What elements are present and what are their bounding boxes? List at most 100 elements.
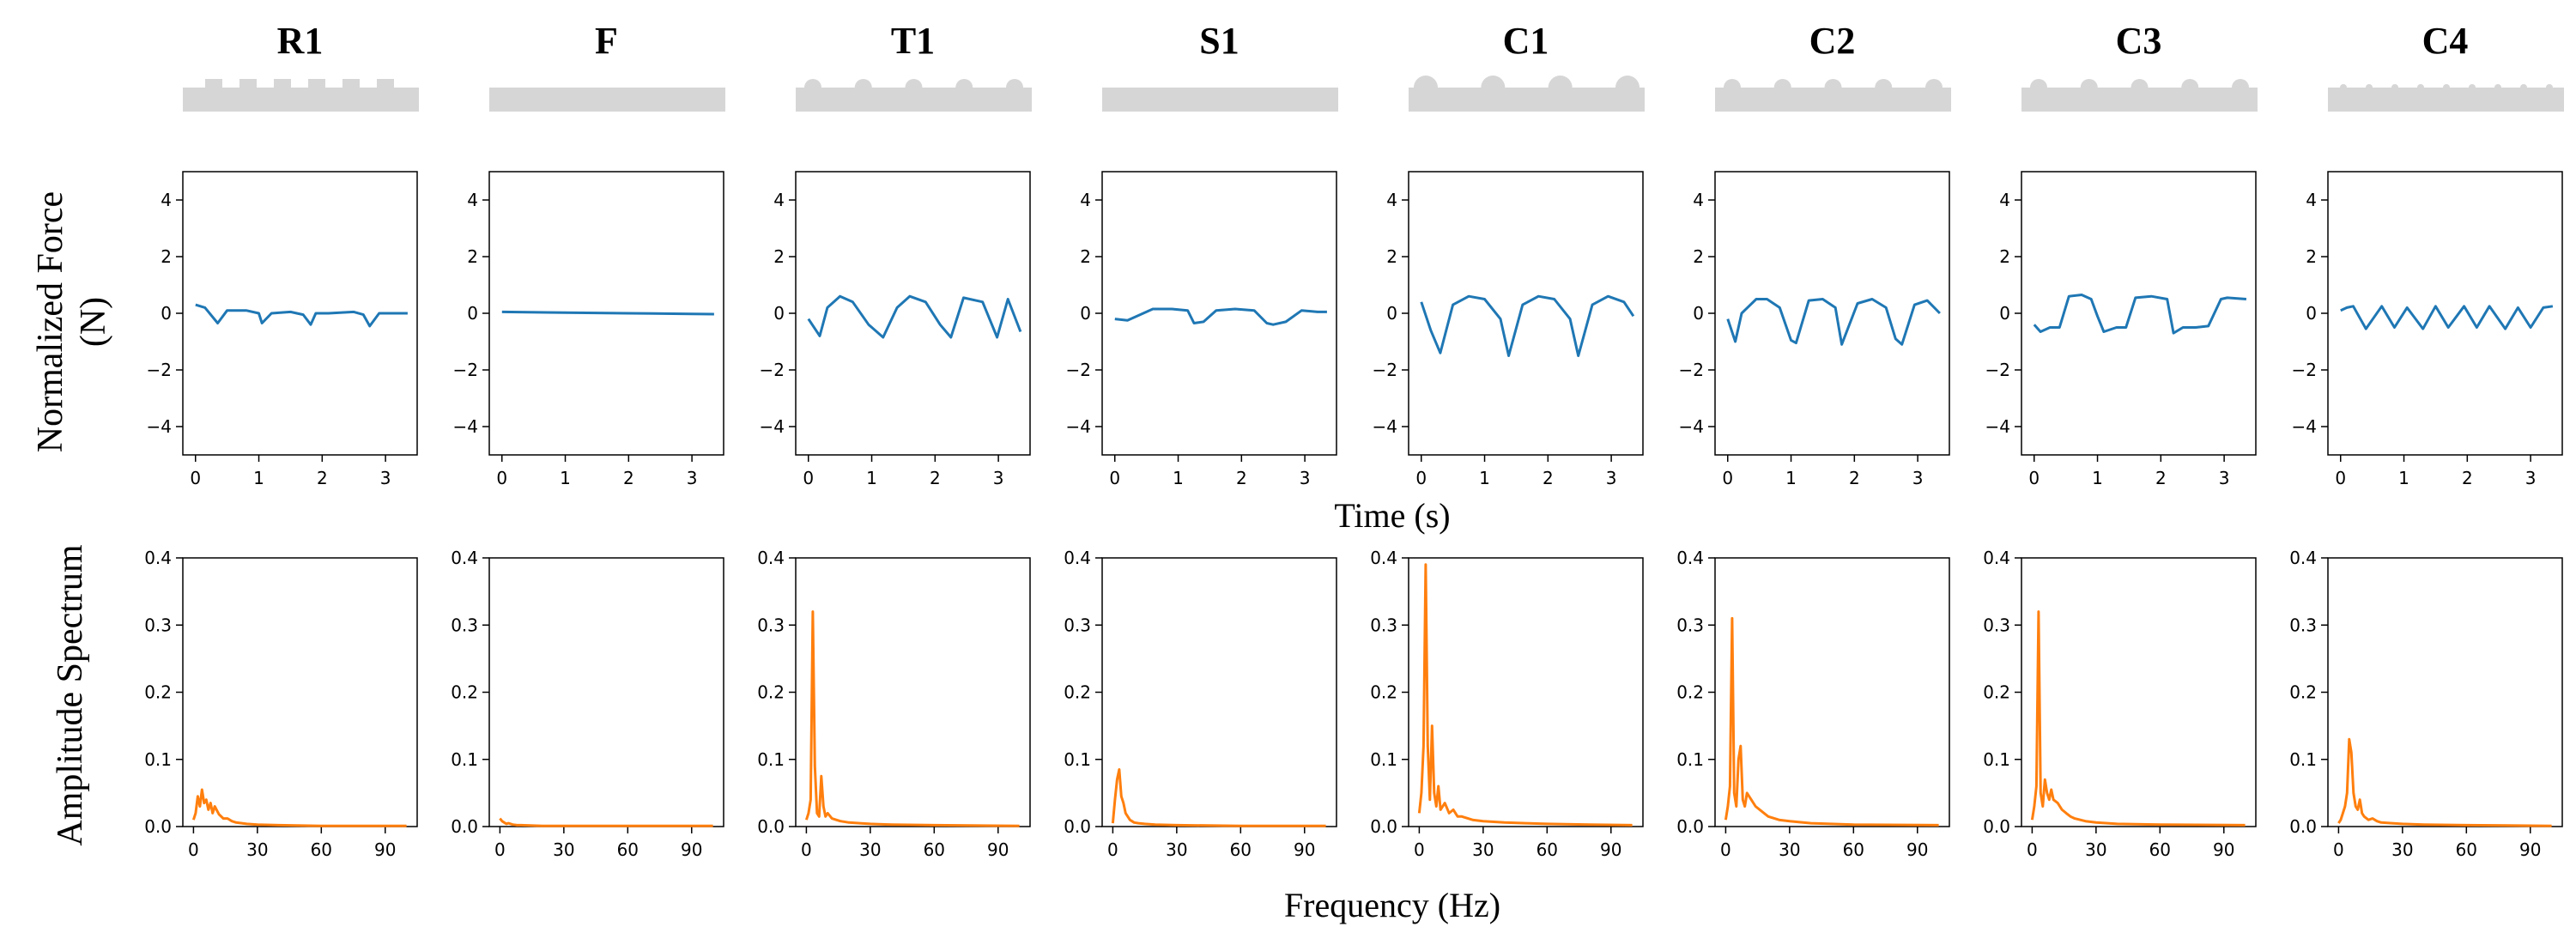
panel-title-4: C1 — [1503, 20, 1549, 62]
surface-profile-dot-7-5 — [2469, 84, 2476, 91]
spectrum-ytick-label-0-4: 0.0 — [144, 816, 172, 837]
force-line-0 — [195, 303, 408, 328]
spectrum-xtick-label-5-3: 90 — [1906, 839, 1928, 860]
spectrum-ytick-label-7-1: 0.3 — [2289, 615, 2317, 635]
force-axes-frame-2 — [795, 171, 1031, 456]
surface-profile-dot-7-1 — [2366, 84, 2373, 91]
spectrum-ytick-label-1-4: 0.0 — [451, 816, 478, 837]
surface-profile-bump-2-2 — [905, 79, 923, 96]
spectrum-axes-frame-4 — [1408, 557, 1644, 827]
surface-profile-dot-7-4 — [2443, 84, 2450, 91]
force-line-7 — [2340, 305, 2554, 330]
force-xtick-label-1-2: 2 — [623, 468, 634, 488]
surface-profile-bump-5-4 — [1925, 79, 1943, 96]
force-ytick-label-7-1: 2 — [2306, 246, 2317, 267]
panel-title-2: T1 — [891, 20, 935, 62]
force-ytick-label-5-2: 0 — [1693, 303, 1704, 324]
spectrum-xtick-label-2-1: 30 — [859, 839, 881, 860]
force-xtick-label-1-1: 1 — [560, 468, 571, 488]
spectrum-ytick-label-3-1: 0.3 — [1064, 615, 1091, 635]
force-xtick-label-7-2: 2 — [2462, 468, 2473, 488]
surface-profile-ridge-0-0 — [205, 79, 222, 88]
force-y-label-line1: Normalized Force — [31, 191, 70, 452]
force-xtick-label-3-0: 0 — [1109, 468, 1120, 488]
spectrum-xtick-label-2-0: 0 — [801, 839, 812, 860]
force-xtick-label-4-3: 3 — [1606, 468, 1617, 488]
spectrum-xtick-label-4-0: 0 — [1414, 839, 1425, 860]
spectrum-ytick-label-6-3: 0.1 — [1983, 749, 2010, 770]
force-ytick-label-1-0: 4 — [467, 190, 478, 210]
force-axes-frame-4 — [1408, 171, 1644, 456]
force-xtick-label-6-0: 0 — [2028, 468, 2040, 488]
force-xtick-label-2-1: 1 — [866, 468, 877, 488]
force-ytick-label-6-4: −4 — [1985, 416, 2010, 437]
spectrum-xtick-label-7-3: 90 — [2519, 839, 2541, 860]
force-xtick-label-0-0: 0 — [190, 468, 201, 488]
surface-profile-ridge-0-1 — [239, 79, 257, 88]
spectrum-line-0 — [191, 788, 407, 827]
spectrum-xtick-label-1-0: 0 — [494, 839, 506, 860]
surface-profile-base-3 — [1102, 88, 1338, 112]
force-ytick-label-2-1: 2 — [773, 246, 785, 267]
spectrum-ytick-label-5-1: 0.3 — [1676, 615, 1704, 635]
spectrum-ytick-label-1-0: 0.4 — [451, 548, 478, 568]
surface-profile-bump-2-4 — [1006, 79, 1023, 96]
surface-profile-bump-4-2 — [1548, 76, 1573, 100]
force-ytick-label-0-3: −2 — [147, 360, 172, 380]
force-xtick-label-4-2: 2 — [1543, 468, 1554, 488]
spectrum-axes-frame-0 — [182, 557, 418, 827]
force-ytick-label-5-0: 4 — [1693, 190, 1704, 210]
spectrum-ytick-label-4-0: 0.4 — [1370, 548, 1397, 568]
spectrum-ytick-label-1-3: 0.1 — [451, 749, 478, 770]
spectrum-line-1 — [499, 817, 713, 827]
force-xtick-label-4-1: 1 — [1479, 468, 1490, 488]
surface-profile-ridge-0-3 — [308, 79, 325, 88]
spectrum-xtick-label-7-1: 30 — [2391, 839, 2413, 860]
force-ytick-label-4-1: 2 — [1386, 246, 1397, 267]
force-line-3 — [1114, 307, 1327, 326]
spectrum-ytick-label-0-3: 0.1 — [144, 749, 172, 770]
spectrum-xtick-label-3-0: 0 — [1107, 839, 1118, 860]
surface-profile-bump-5-3 — [1875, 79, 1893, 96]
force-xtick-label-5-2: 2 — [1849, 468, 1860, 488]
force-ytick-label-4-3: −2 — [1373, 360, 1397, 380]
spectrum-line-5 — [1724, 616, 1939, 827]
spectrum-ytick-label-4-3: 0.1 — [1370, 749, 1397, 770]
spectrum-line-6 — [2030, 610, 2246, 827]
spectrum-xtick-label-3-2: 60 — [1230, 839, 1252, 860]
force-ytick-label-3-2: 0 — [1080, 303, 1091, 324]
surface-profile-bump-2-1 — [854, 79, 872, 96]
spectrum-xtick-label-1-3: 90 — [681, 839, 702, 860]
force-ytick-label-3-3: −2 — [1066, 360, 1091, 380]
spectrum-ytick-label-0-0: 0.4 — [144, 548, 172, 568]
spectrum-ytick-label-2-2: 0.2 — [757, 682, 785, 703]
spectrum-ytick-label-2-4: 0.0 — [757, 816, 785, 837]
force-xtick-label-5-3: 3 — [1912, 468, 1924, 488]
force-axes-frame-3 — [1101, 171, 1337, 456]
spectrum-xtick-label-2-3: 90 — [987, 839, 1009, 860]
force-ytick-label-2-2: 0 — [773, 303, 785, 324]
force-ytick-label-1-2: 0 — [467, 303, 478, 324]
force-axes-frame-7 — [2327, 171, 2563, 456]
spectrum-xtick-label-2-2: 60 — [924, 839, 945, 860]
force-line-4 — [1420, 294, 1635, 357]
surface-profile-bump-6-2 — [2131, 79, 2149, 96]
force-xtick-label-5-0: 0 — [1722, 468, 1733, 488]
spectrum-line-4 — [1417, 563, 1633, 827]
spectrum-ytick-label-3-4: 0.0 — [1064, 816, 1091, 837]
spectrum-xtick-label-6-3: 90 — [2213, 839, 2234, 860]
spectrum-xtick-label-1-2: 60 — [617, 839, 639, 860]
spectrum-axes-frame-1 — [488, 557, 724, 827]
spectrum-ytick-label-5-4: 0.0 — [1676, 816, 1704, 837]
spectrum-ytick-label-6-1: 0.3 — [1983, 615, 2010, 635]
spectrum-axes-frame-5 — [1714, 557, 1950, 827]
force-ytick-label-4-4: −4 — [1373, 416, 1397, 437]
spectrum-ytick-label-2-1: 0.3 — [757, 615, 785, 635]
spectrum-ytick-label-7-3: 0.1 — [2289, 749, 2317, 770]
spectrum-ytick-label-6-0: 0.4 — [1983, 548, 2010, 568]
force-line-6 — [2033, 294, 2247, 335]
force-ytick-label-7-4: −4 — [2292, 416, 2317, 437]
force-xtick-label-0-3: 3 — [380, 468, 391, 488]
spectrum-ytick-label-4-4: 0.0 — [1370, 816, 1397, 837]
